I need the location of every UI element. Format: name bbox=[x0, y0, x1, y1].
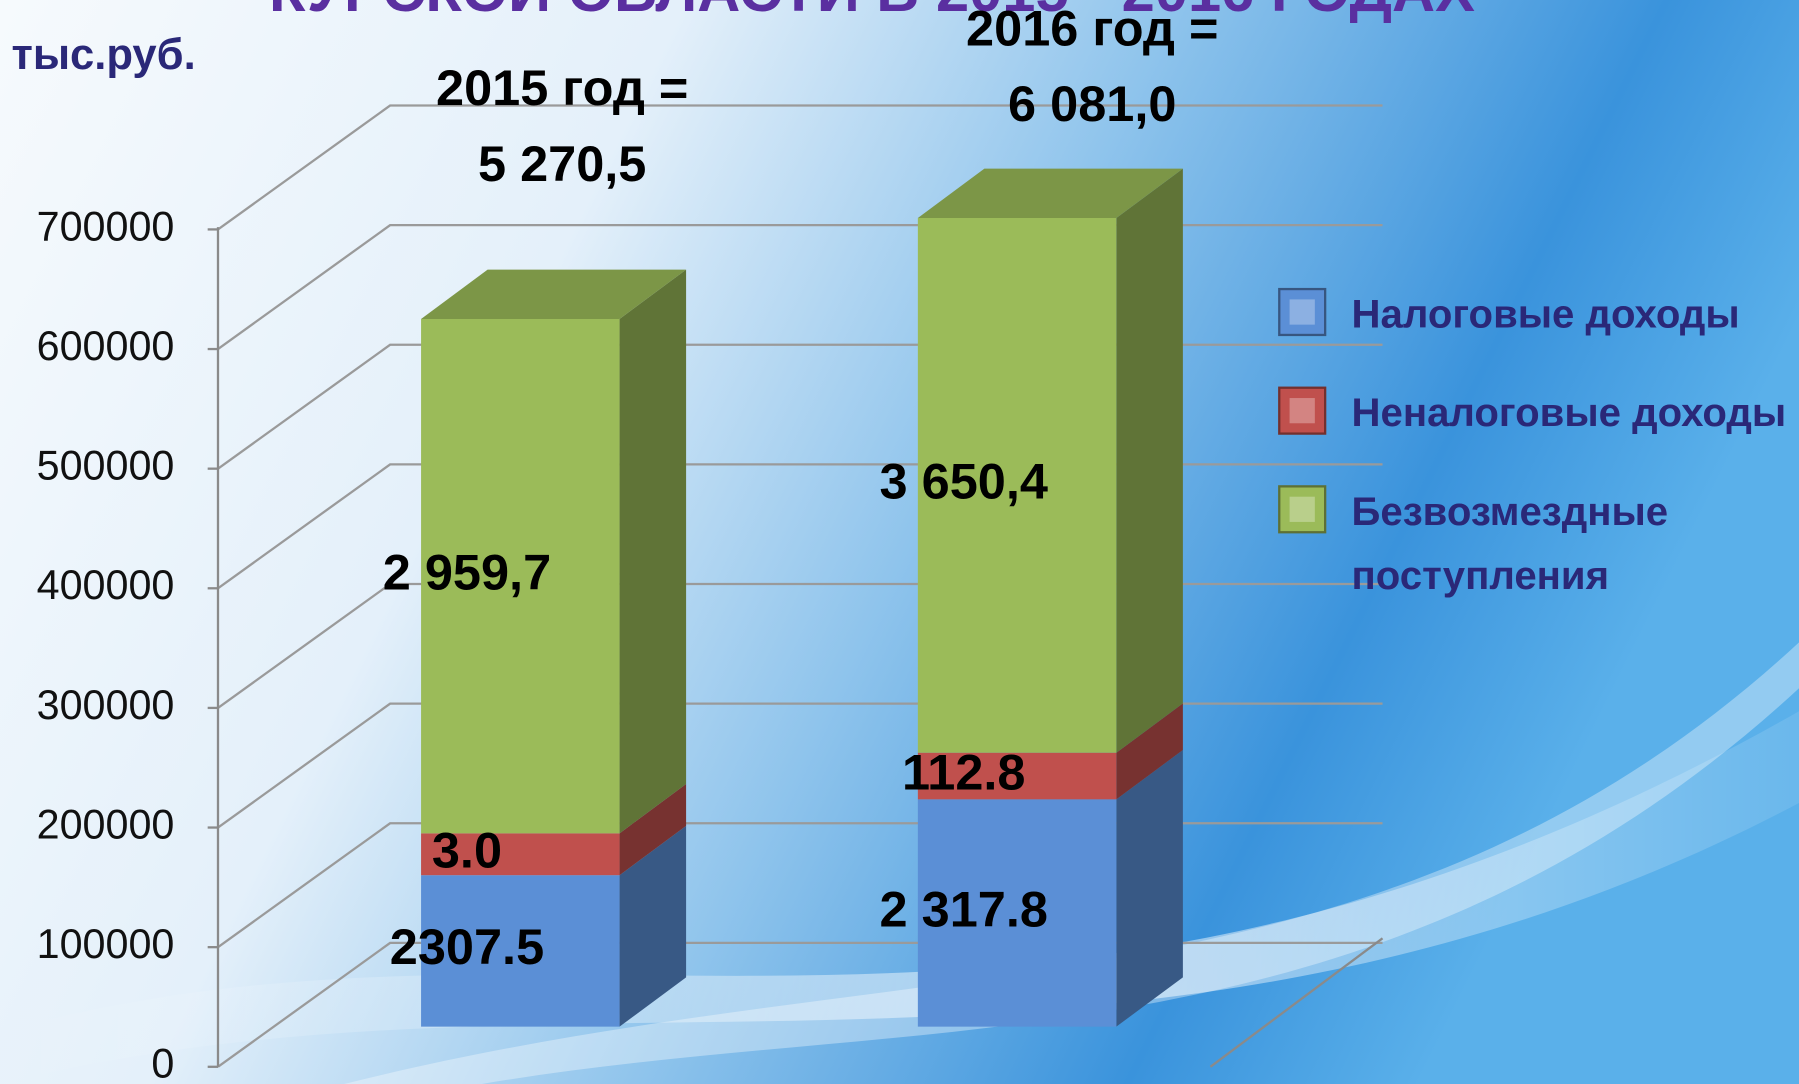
bar-side bbox=[619, 825, 687, 1027]
y-tick-label: 600000 bbox=[37, 323, 175, 369]
bar-top bbox=[917, 168, 1183, 218]
data-label: 2 317.8 bbox=[880, 880, 1048, 937]
total-annotation: 2015 год = bbox=[436, 59, 688, 116]
total-annotation: 2016 год = bbox=[966, 0, 1218, 56]
legend-label: Неналоговые доходы bbox=[1352, 390, 1787, 435]
legend-label: Налоговые доходы bbox=[1352, 291, 1740, 336]
bar-side bbox=[619, 269, 687, 834]
y-tick-label: 700000 bbox=[37, 203, 175, 249]
bar-side bbox=[1116, 168, 1183, 753]
y-tick-label: 500000 bbox=[37, 443, 175, 489]
data-label: 112.8 bbox=[902, 743, 1026, 800]
unit-label: тыс.руб. bbox=[11, 31, 195, 79]
legend-swatch bbox=[1278, 386, 1327, 435]
bar bbox=[421, 833, 620, 876]
data-label: 2307.5 bbox=[390, 918, 544, 975]
bar-top bbox=[421, 269, 687, 319]
y-tick-label: 400000 bbox=[37, 562, 175, 608]
bar bbox=[917, 799, 1117, 1027]
bar bbox=[421, 875, 620, 1027]
bars bbox=[421, 168, 1183, 1027]
y-tick-label: 300000 bbox=[37, 682, 175, 728]
legend-swatch bbox=[1278, 485, 1327, 534]
bar-side bbox=[1116, 750, 1183, 1027]
data-label: 3.0 bbox=[432, 822, 502, 879]
labels: 2307.5 3.0 2 959,7 2 317.8 112.8 3 650,4 2015 … bbox=[383, 0, 1219, 975]
bar bbox=[917, 752, 1117, 800]
grid-line bbox=[217, 104, 1383, 231]
legend-label: Безвозмездные поступления bbox=[1352, 489, 1680, 598]
bar bbox=[917, 217, 1117, 753]
data-label: 2 959,7 bbox=[383, 543, 551, 600]
total-annotation: 5 270,5 bbox=[478, 135, 646, 192]
total-annotation: 6 081,0 bbox=[1008, 75, 1176, 132]
y-tick-label: 0 bbox=[151, 1041, 174, 1084]
legend-swatch bbox=[1278, 287, 1327, 337]
legend: Налоговые доходы Неналоговые доходы Безвоз… bbox=[1278, 287, 1787, 598]
data-label: 3 650,4 bbox=[880, 453, 1048, 510]
legend-swatch-bevel bbox=[1289, 496, 1315, 522]
floor-edge bbox=[1209, 937, 1384, 1068]
chart-title: КУРСКОЙ ОБЛАСТИ В 2015 - 2016 ГОДАХ bbox=[269, 0, 1475, 24]
bar-side bbox=[1116, 703, 1183, 800]
bar bbox=[421, 318, 620, 834]
bar-side bbox=[619, 784, 687, 876]
legend-swatch-bevel bbox=[1289, 398, 1315, 424]
y-tick-label: 100000 bbox=[37, 921, 175, 967]
y-tick-label: 200000 bbox=[37, 801, 175, 847]
legend-swatch-bevel bbox=[1289, 299, 1315, 325]
